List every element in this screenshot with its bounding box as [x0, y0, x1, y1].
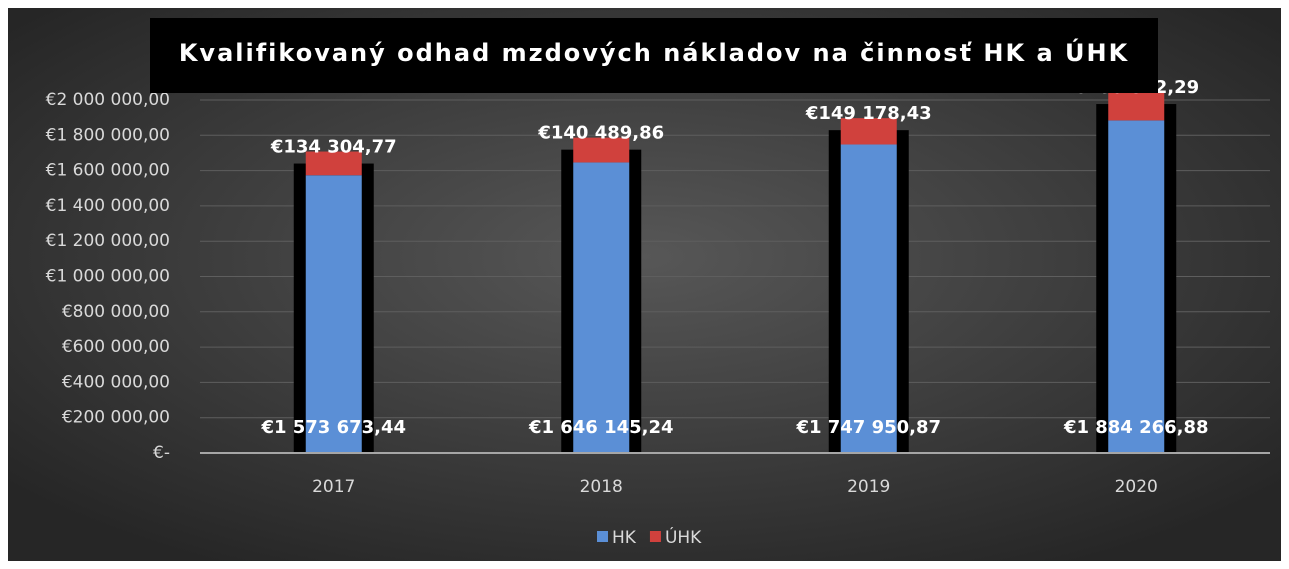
value-label: €140 489,86	[537, 123, 664, 144]
x-tick-label: 2017	[312, 477, 355, 497]
title-box	[150, 18, 1158, 93]
legend-label: HK	[612, 528, 637, 548]
y-tick-label: €200 000,00	[62, 408, 170, 428]
value-label: €1 573 673,44	[260, 417, 406, 438]
chart-title: Kvalifikovaný odhad mzdových nákladov na…	[179, 37, 1129, 67]
y-tick-label: €400 000,00	[62, 372, 170, 392]
x-tick-label: 2020	[1115, 477, 1158, 497]
x-tick-label: 2019	[847, 477, 890, 497]
y-tick-label: €1 800 000,00	[46, 125, 170, 145]
y-tick-label: €1 600 000,00	[46, 161, 170, 181]
y-tick-label: €-	[153, 443, 170, 463]
y-tick-label: €2 000 000,00	[46, 90, 170, 110]
y-tick-label: €800 000,00	[62, 302, 170, 322]
legend-swatch	[597, 531, 608, 542]
bar-segment	[840, 144, 897, 453]
x-tick-label: 2018	[580, 477, 623, 497]
legend-swatch	[649, 531, 661, 542]
y-tick-label: €1 400 000,00	[46, 196, 170, 216]
bar-segment	[840, 118, 897, 145]
value-label: €134 304,77	[270, 137, 397, 158]
y-tick-label: €1 000 000,00	[46, 267, 170, 287]
value-label: €1 884 266,88	[1063, 417, 1209, 438]
value-label: €1 747 950,87	[795, 417, 941, 438]
bar-segment	[573, 162, 630, 453]
bar-segment	[1108, 92, 1165, 121]
y-tick-label: €600 000,00	[62, 337, 170, 357]
bar-segment	[305, 175, 362, 453]
legend-label: ÚHK	[665, 526, 702, 548]
bar-segment	[305, 151, 362, 176]
y-tick-label: €1 200 000,00	[46, 231, 170, 251]
value-label: €1 646 145,24	[528, 417, 674, 438]
bar-segment	[1108, 120, 1165, 454]
value-label: €149 178,43	[805, 103, 932, 124]
bar-segment	[573, 137, 630, 163]
